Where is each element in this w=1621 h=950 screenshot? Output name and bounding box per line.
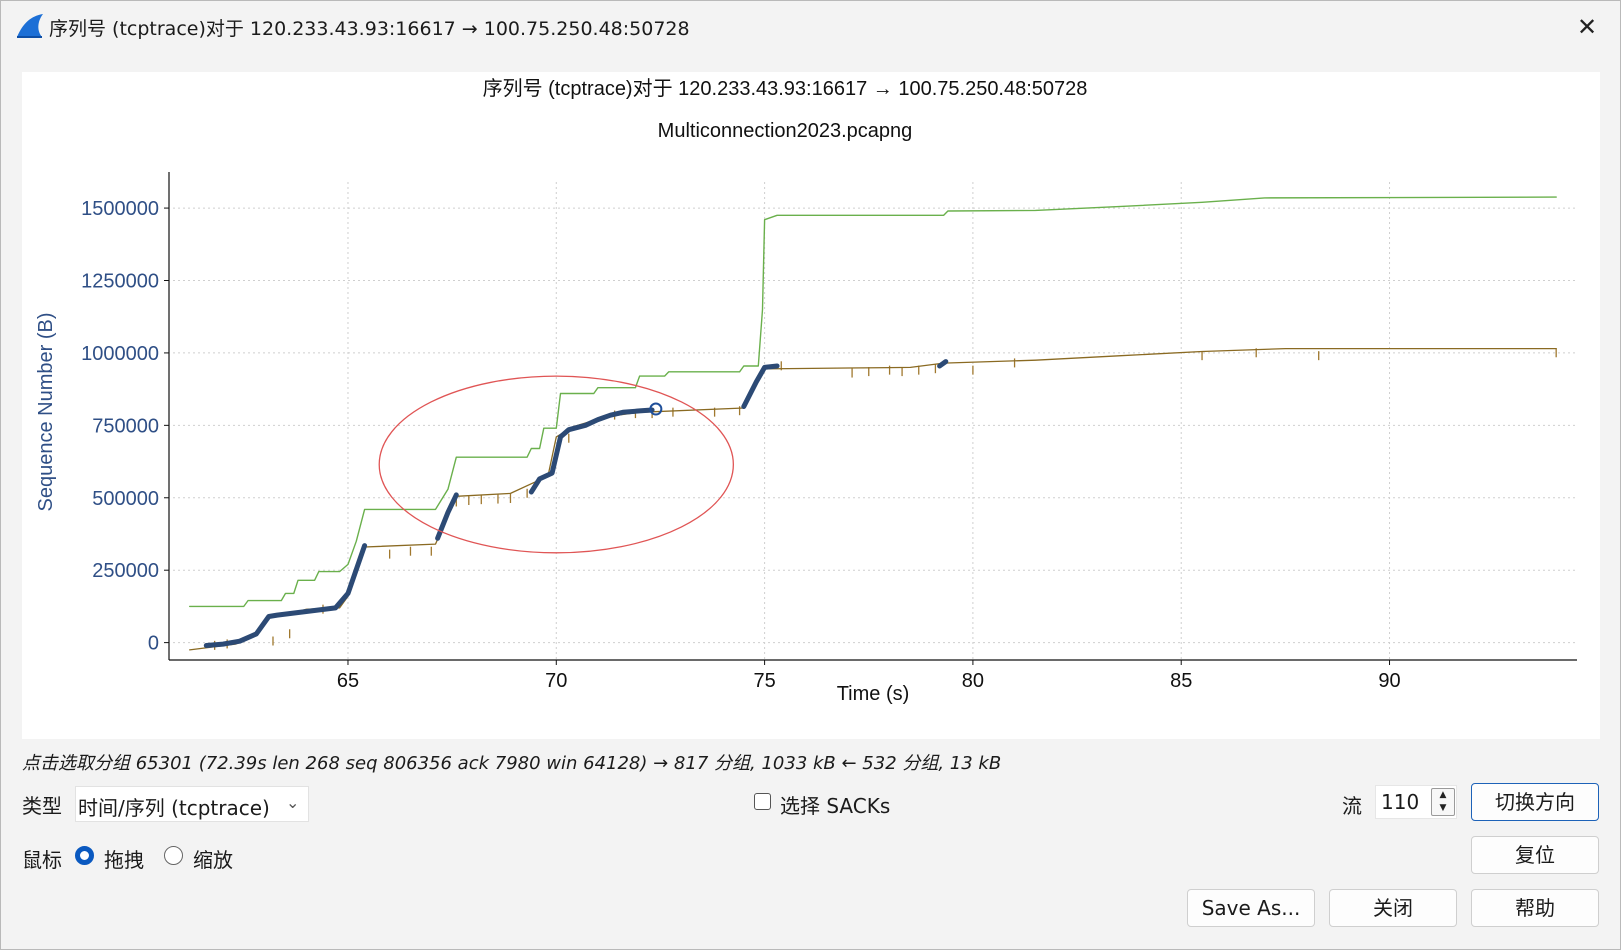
y-tick-label: 1250000 <box>81 270 159 292</box>
x-tick-label: 70 <box>545 670 567 692</box>
data-segment-line <box>937 359 949 369</box>
mouse-label: 鼠标 <box>22 848 62 872</box>
switch-direction-button[interactable]: 切换方向 <box>1471 783 1599 821</box>
stream-label: 流 <box>1342 794 1362 818</box>
drag-label[interactable]: 拖拽 <box>104 848 144 872</box>
data-segment-line <box>528 407 655 495</box>
data-segment-line <box>741 363 780 409</box>
select-sacks-label[interactable]: 选择 SACKs <box>780 794 891 818</box>
zoom-label[interactable]: 缩放 <box>193 848 233 872</box>
drag-radio[interactable] <box>75 846 94 865</box>
window-title: 序列号 (tcptrace)对于 120.233.43.93:16617 → 1… <box>49 18 690 40</box>
chevron-down-icon: ⌄ <box>286 793 300 812</box>
receive-window-line <box>189 196 1557 608</box>
y-tick-label: 750000 <box>92 415 159 437</box>
close-icon[interactable]: ✕ <box>1576 13 1598 41</box>
chart-title: 序列号 (tcptrace)对于 120.233.43.93:16617 → 1… <box>483 77 1088 100</box>
y-tick-label: 1500000 <box>81 198 159 220</box>
status-line: 点击选取分组 65301 (72.39s len 268 seq 806356 … <box>22 753 1002 774</box>
y-tick-label: 250000 <box>92 560 159 582</box>
x-tick-label: 75 <box>753 670 775 692</box>
y-tick-label: 1000000 <box>81 343 159 365</box>
reset-button[interactable]: 复位 <box>1471 836 1599 874</box>
wireshark-fin-icon <box>17 14 43 38</box>
highlight-ellipse <box>378 375 735 554</box>
y-axis-label: Sequence Number (B) <box>35 313 57 512</box>
type-select-value: 时间/序列 (tcptrace) <box>78 796 270 820</box>
x-axis-label: Time (s) <box>837 683 910 705</box>
x-tick-label: 85 <box>1170 670 1192 692</box>
save-as-button[interactable]: Save As... <box>1187 889 1315 927</box>
type-select[interactable]: 时间/序列 (tcptrace) ⌄ <box>75 786 309 822</box>
help-button[interactable]: 帮助 <box>1471 889 1599 927</box>
select-sacks-checkbox[interactable] <box>754 793 771 810</box>
zoom-radio[interactable] <box>164 846 183 865</box>
title-bar[interactable]: 序列号 (tcptrace)对于 120.233.43.93:16617 → 1… <box>1 1 1620 53</box>
x-tick-label: 90 <box>1378 670 1400 692</box>
type-label: 类型 <box>22 794 62 818</box>
plot-area[interactable]: 0 250000 500000 750000 1000000 1250000 1500000… <box>22 72 1600 739</box>
x-tick-label: 80 <box>962 670 984 692</box>
y-tick-label: 500000 <box>92 488 159 510</box>
ack-line <box>189 347 1557 651</box>
selected-packet-marker <box>649 402 663 416</box>
chart-subtitle: Multiconnection2023.pcapng <box>658 120 913 142</box>
stream-value: 110 <box>1381 790 1420 814</box>
data-segment-line <box>203 543 368 648</box>
close-button[interactable]: 关闭 <box>1329 889 1457 927</box>
data-segment-line <box>435 492 459 541</box>
stream-spinbox[interactable]: 110 ▲ ▼ <box>1375 785 1457 819</box>
y-tick-label: 0 <box>148 633 159 655</box>
sequence-chart[interactable]: 0 250000 500000 750000 1000000 1250000 1500000… <box>22 72 1600 739</box>
spin-arrows-icon[interactable]: ▲ ▼ <box>1431 788 1455 816</box>
x-tick-label: 65 <box>337 670 359 692</box>
